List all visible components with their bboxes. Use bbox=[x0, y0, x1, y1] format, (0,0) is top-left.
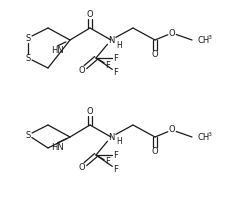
Text: 3: 3 bbox=[208, 131, 212, 137]
Text: O: O bbox=[169, 28, 175, 37]
Text: 3: 3 bbox=[208, 34, 212, 40]
Text: F: F bbox=[114, 67, 118, 76]
Text: N: N bbox=[108, 36, 114, 45]
Text: O: O bbox=[79, 65, 85, 74]
Text: CH: CH bbox=[197, 132, 209, 141]
Text: O: O bbox=[87, 107, 93, 116]
Text: H: H bbox=[116, 138, 122, 147]
Text: HN: HN bbox=[51, 46, 63, 55]
Text: O: O bbox=[169, 125, 175, 135]
Text: HN: HN bbox=[51, 143, 63, 152]
Text: H: H bbox=[116, 40, 122, 49]
Text: N: N bbox=[108, 132, 114, 141]
Text: F: F bbox=[106, 158, 110, 166]
Text: F: F bbox=[114, 150, 118, 159]
Text: S: S bbox=[25, 54, 31, 62]
Text: S: S bbox=[25, 34, 31, 43]
Text: O: O bbox=[152, 49, 158, 58]
Text: O: O bbox=[152, 147, 158, 156]
Text: CH: CH bbox=[197, 36, 209, 45]
Text: O: O bbox=[79, 162, 85, 171]
Text: O: O bbox=[87, 9, 93, 18]
Text: F: F bbox=[114, 165, 118, 174]
Text: S: S bbox=[25, 131, 31, 140]
Text: F: F bbox=[106, 61, 110, 70]
Text: F: F bbox=[114, 54, 118, 62]
